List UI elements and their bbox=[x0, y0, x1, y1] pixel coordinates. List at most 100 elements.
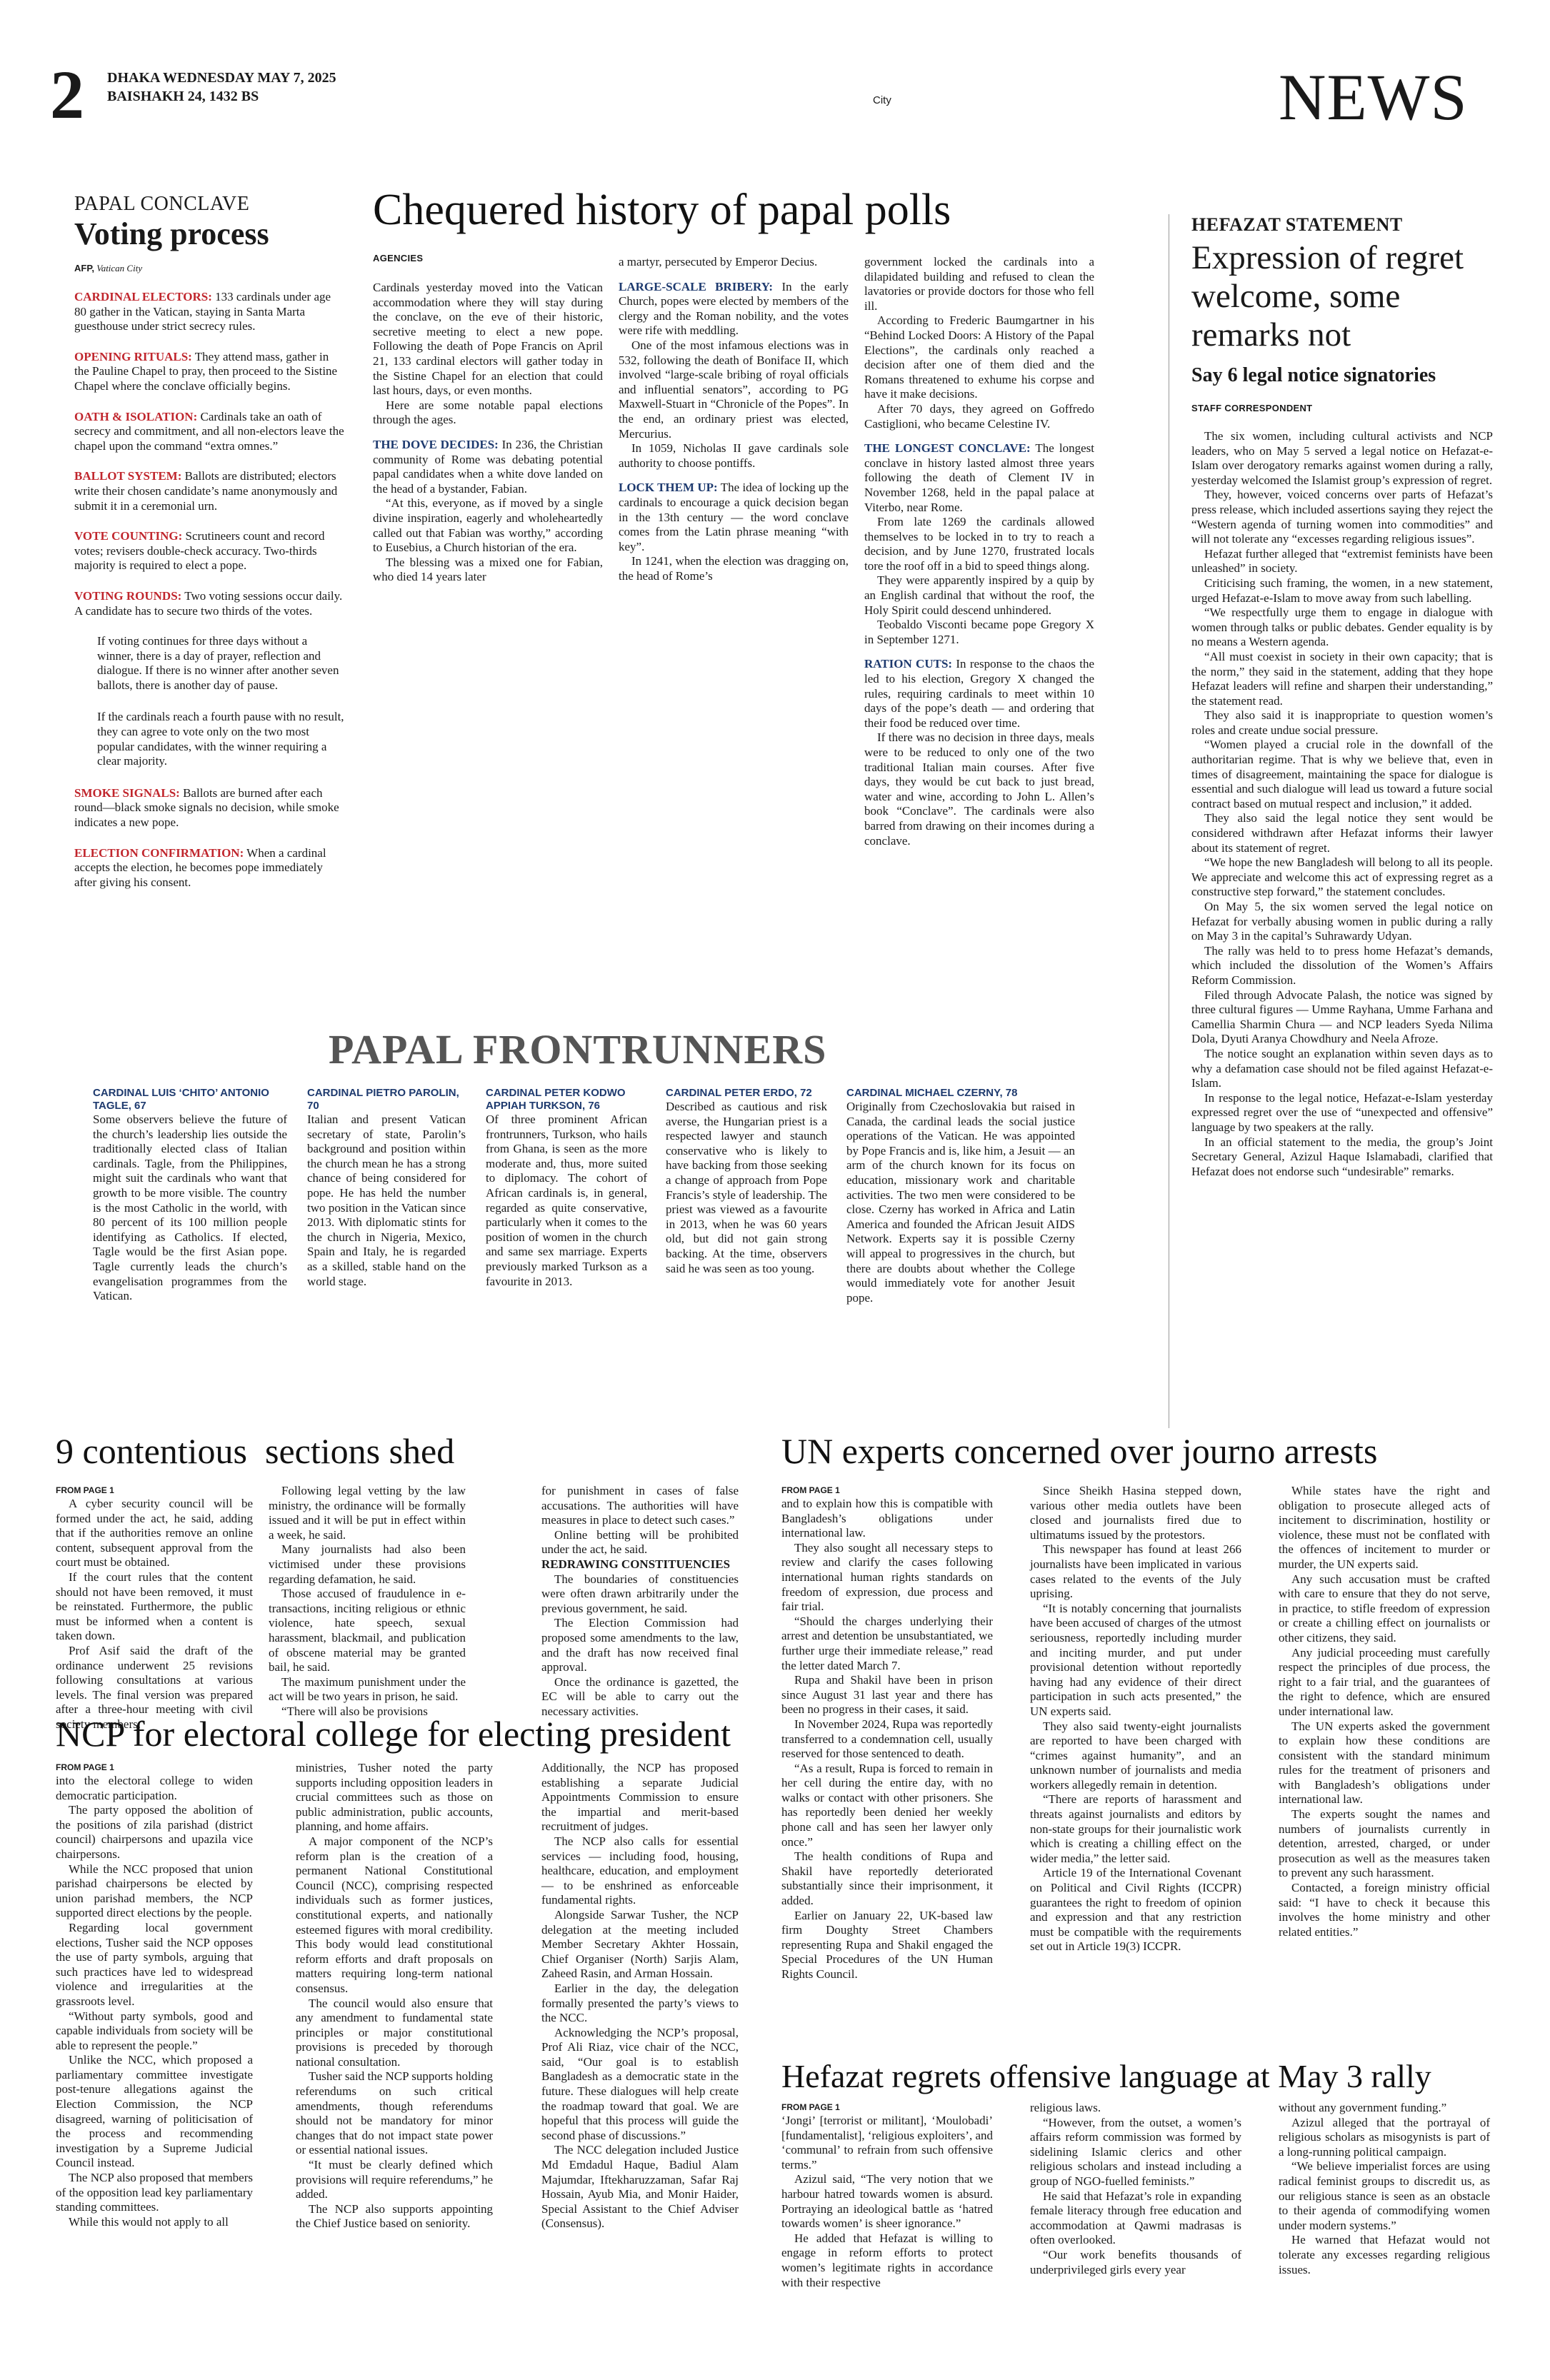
subhead-label: LOCK THEM UP: bbox=[619, 481, 718, 495]
subhead-label: THE DOVE DECIDES: bbox=[373, 437, 499, 451]
paragraph: This newspaper has found at least 266 jo… bbox=[1030, 1542, 1241, 1601]
entry-label: SMOKE SIGNALS: bbox=[74, 785, 180, 800]
frontrunner-card: CARDINAL LUIS ‘CHITO’ ANTONIO TAGLE, 67 S… bbox=[93, 1087, 287, 1304]
un-from: FROM PAGE 1 bbox=[781, 1485, 840, 1495]
sections-headline: 9 contentious sections shed bbox=[56, 1431, 455, 1471]
frontrunner-text: Of three prominent African frontrunners,… bbox=[486, 1113, 647, 1288]
frontrunner-card: CARDINAL MICHAEL CZERNY, 78 Originally fr… bbox=[846, 1087, 1075, 1305]
paragraph: In 1059, Nicholas II gave cardinals sole… bbox=[619, 441, 849, 471]
dateline: DHAKA WEDNESDAY MAY 7, 2025 bbox=[107, 70, 336, 86]
papal-byline: AGENCIES bbox=[373, 253, 424, 263]
paragraph-text: In 236, the Christian community of Rome … bbox=[373, 437, 604, 496]
entry-text: 133 cardinals under age 80 gather in the… bbox=[74, 290, 331, 333]
paragraph: Azizul said, “The very notion that we ha… bbox=[781, 2172, 993, 2231]
paragraph: While the NCC proposed that union parish… bbox=[56, 1862, 253, 1920]
hefazat-byline: STAFF CORRESPONDENT bbox=[1191, 403, 1313, 413]
paragraph-text: Here are some notable papal elections th… bbox=[373, 398, 603, 427]
entry-label: OATH & ISOLATION: bbox=[74, 409, 198, 423]
paragraph: The six women, including cultural activi… bbox=[1191, 429, 1493, 487]
sidebar-voting-process: PAPAL CONCLAVE Voting process AFP, Vatic… bbox=[74, 193, 346, 905]
section-title: NEWS bbox=[1279, 61, 1468, 134]
paragraph: Many journalists had also been victimise… bbox=[269, 1542, 466, 1586]
frontrunner-name: CARDINAL PETER KODWO APPIAH TURKSON, 76 bbox=[486, 1087, 626, 1112]
frontrunner-name: CARDINAL LUIS ‘CHITO’ ANTONIO TAGLE, 67 bbox=[93, 1087, 269, 1112]
entry-text: Two voting sessions occur daily. A candi… bbox=[74, 588, 343, 618]
paragraph-text: If there was no decision in three days, … bbox=[864, 730, 1094, 848]
paragraph-text: After 70 days, they agreed on Goffredo C… bbox=[864, 401, 1094, 431]
sidebar-items2: SMOKE SIGNALS: Ballots are burned after … bbox=[74, 786, 346, 890]
paragraph: Article 19 of the International Covenant… bbox=[1030, 1866, 1241, 1954]
paragraph-text: In 1241, when the election was dragging … bbox=[619, 554, 849, 583]
paragraph: “Women played a crucial role in the down… bbox=[1191, 738, 1493, 810]
paragraph: In an official statement to the media, t… bbox=[1191, 1135, 1493, 1178]
paragraph: Criticising such framing, the women, in … bbox=[1191, 576, 1493, 605]
paragraph: In November 2024, Rupa was reportedly tr… bbox=[781, 1717, 993, 1761]
paragraph: Alongside Sarwar Tusher, the NCP delegat… bbox=[541, 1907, 739, 1981]
entry-text: When a cardinal accepts the election, he… bbox=[74, 845, 326, 889]
paragraph: for punishment in cases of false accusat… bbox=[541, 1484, 739, 1527]
paragraph: RATION CUTS: In response to the chaos th… bbox=[864, 657, 1094, 730]
frontrunner-text: Some observers believe the future of the… bbox=[93, 1113, 287, 1303]
paragraph: a martyr, persecuted by Emperor Decius. bbox=[619, 255, 849, 270]
paragraph: LARGE-SCALE BRIBERY: In the early Church… bbox=[619, 280, 849, 338]
papal-col1: Cardinals yesterday moved into the Vatic… bbox=[373, 281, 603, 585]
paragraph: Additionally, the NCP has proposed estab… bbox=[541, 1761, 739, 1834]
paragraph: One of the most infamous elections was i… bbox=[619, 338, 849, 441]
paragraph: If the court rules that the content shou… bbox=[56, 1570, 253, 1643]
entry-text: Ballots are distributed; electors write … bbox=[74, 469, 338, 513]
sidebar-entry: CARDINAL ELECTORS: 133 cardinals under a… bbox=[74, 290, 346, 334]
frontrunner-text: Originally from Czechoslovakia but raise… bbox=[846, 1100, 1075, 1305]
subhead-label: LARGE-SCALE BRIBERY: bbox=[619, 279, 774, 293]
paragraph: “We hope the new Bangladesh will belong … bbox=[1191, 855, 1493, 899]
paragraph: Those accused of fraudulence in e-transa… bbox=[269, 1587, 466, 1674]
paragraph: According to Frederic Baumgartner in his… bbox=[864, 313, 1094, 402]
paragraph: On May 5, the six women served the legal… bbox=[1191, 900, 1493, 943]
paragraph: Earlier in the day, the delegation forma… bbox=[541, 1981, 739, 2025]
sections-col1: A cyber security council will be formed … bbox=[56, 1497, 253, 1732]
sidebar-entry: OPENING RITUALS: They attend mass, gathe… bbox=[74, 350, 346, 394]
paragraph-text: The blessing was a mixed one for Fabian,… bbox=[373, 555, 603, 584]
paragraph: Tusher said the NCP supports holding ref… bbox=[296, 2069, 494, 2157]
section-label: City bbox=[873, 94, 891, 106]
sidebar-entry: VOTE COUNTING: Scrutineers count and rec… bbox=[74, 529, 346, 573]
hefazat2-col1: ‘Jongi’ [terrorist or militant], ‘Moulob… bbox=[781, 2114, 993, 2290]
paragraph: If there was no decision in three days, … bbox=[864, 730, 1094, 848]
un-headline: UN experts concerned over journo arrests bbox=[781, 1431, 1378, 1471]
paragraph: government locked the cardinals into a d… bbox=[864, 255, 1094, 313]
paragraph: Online betting will be prohibited under … bbox=[541, 1527, 739, 1557]
un-col1: and to explain how this is compatible wi… bbox=[781, 1497, 993, 1982]
ncp-col1: into the electoral college to widen demo… bbox=[56, 1774, 253, 2229]
paragraph: Regarding local government elections, Tu… bbox=[56, 1920, 253, 2008]
paragraph: The maximum punishment under the act wil… bbox=[269, 1674, 466, 1704]
paragraph-text: One of the most infamous elections was i… bbox=[619, 338, 849, 441]
paragraph: “Our work benefits thousands of underpri… bbox=[1030, 2247, 1241, 2276]
sections-col3: for punishment in cases of false accusat… bbox=[541, 1484, 739, 1719]
paragraph: Rupa and Shakil have been in prison sinc… bbox=[781, 1673, 993, 1717]
sidebar-entry: BALLOT SYSTEM: Ballots are distributed; … bbox=[74, 469, 346, 513]
frontrunner-text: Described as cautious and risk averse, t… bbox=[666, 1100, 827, 1275]
hefazat2-col3: without any government funding.” Azizul a… bbox=[1279, 2101, 1490, 2277]
papal-headline: Chequered history of papal polls bbox=[373, 186, 951, 234]
paragraph: ‘Jongi’ [terrorist or militant], ‘Moulob… bbox=[781, 2114, 993, 2171]
paragraph: They also said the legal notice they sen… bbox=[1191, 811, 1493, 855]
paragraph: Here are some notable papal elections th… bbox=[373, 398, 603, 428]
paragraph: Filed through Advocate Palash, the notic… bbox=[1191, 988, 1493, 1046]
entry-text: Cardinals take an oath of secrecy and co… bbox=[74, 409, 344, 453]
paragraph: A cyber security council will be formed … bbox=[56, 1497, 253, 1570]
paragraph-text: From late 1269 the cardinals allowed the… bbox=[864, 515, 1094, 573]
paragraph: The health conditions of Rupa and Shakil… bbox=[781, 1849, 993, 1908]
paragraph: After 70 days, they agreed on Goffredo C… bbox=[864, 402, 1094, 431]
sidebar-kicker: PAPAL CONCLAVE bbox=[74, 193, 250, 215]
sections-from: FROM PAGE 1 bbox=[56, 1485, 114, 1495]
paragraph: Once the ordinance is gazetted, the EC w… bbox=[541, 1674, 739, 1718]
paragraph-text: Cardinals yesterday moved into the Vatic… bbox=[373, 281, 603, 398]
paragraph: “Without party symbols, good and capable… bbox=[56, 2009, 253, 2052]
paragraph: The blessing was a mixed one for Fabian,… bbox=[373, 556, 603, 585]
entry-label: OPENING RITUALS: bbox=[74, 349, 192, 363]
paragraph: They also sought all necessary steps to … bbox=[781, 1540, 993, 1614]
frontrunner-name: CARDINAL PETER ERDO, 72 bbox=[666, 1087, 812, 1099]
un-col3: While states have the right and obligati… bbox=[1279, 1484, 1490, 1939]
sidebar-entry: OATH & ISOLATION: Cardinals take an oath… bbox=[74, 410, 346, 454]
paragraph-text: The longest conclave in history lasted a… bbox=[864, 441, 1094, 514]
paragraph: Contacted, a foreign ministry official s… bbox=[1279, 1881, 1490, 1939]
